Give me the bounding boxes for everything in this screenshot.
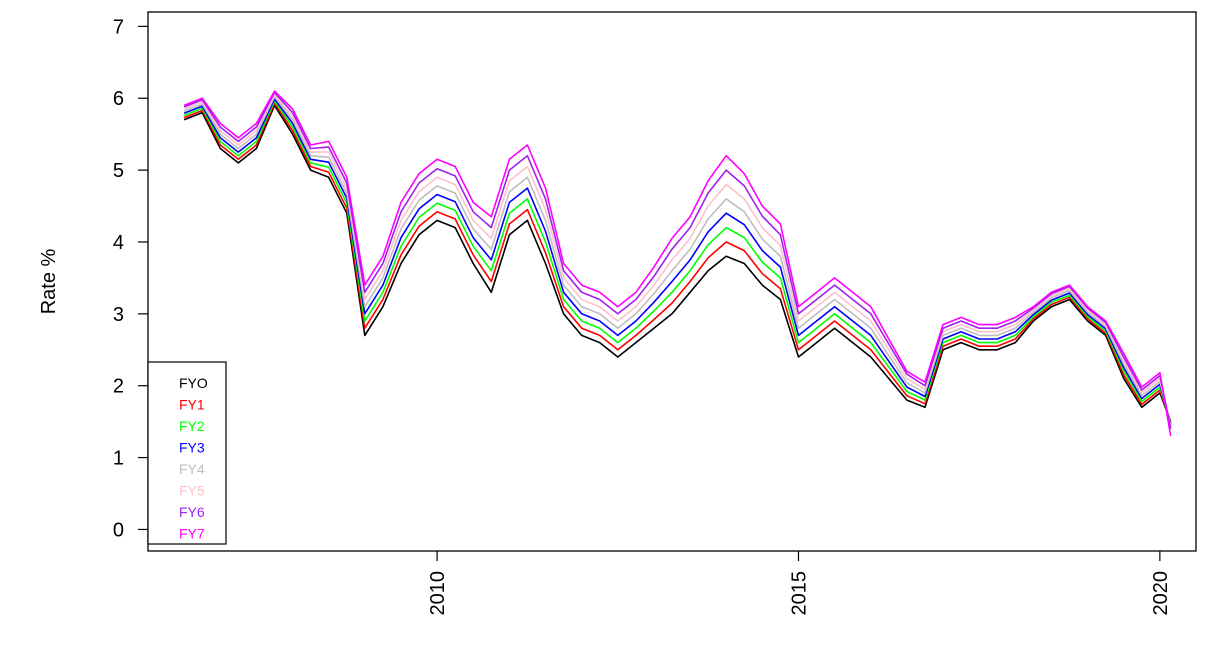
legend-item-fy7: FY7 (179, 526, 205, 542)
y-tick-label: 6 (113, 88, 124, 110)
y-tick-label: 2 (113, 376, 124, 398)
series-line-fy6 (183, 91, 1172, 429)
x-tick-label: 2010 (427, 571, 449, 616)
y-tick-label: 4 (113, 232, 124, 254)
legend-item-fy6: FY6 (179, 504, 205, 520)
y-tick-label: 1 (113, 448, 124, 470)
y-tick-label: 0 (113, 519, 124, 541)
legend-item-fy5: FY5 (179, 483, 205, 499)
y-tick-label: 5 (113, 160, 124, 182)
legend-item-fy2: FY2 (179, 418, 205, 434)
y-axis-label: Rate % (38, 248, 60, 314)
legend-item-fy3: FY3 (179, 440, 205, 456)
y-tick-label: 7 (113, 16, 124, 38)
series-line-fy5 (183, 93, 1172, 428)
x-tick-label: 2020 (1150, 571, 1172, 616)
legend-item-fyo: FYO (179, 375, 208, 391)
series-line-fy1 (183, 102, 1172, 422)
series-line-fy7 (183, 90, 1172, 437)
series-line-fy4 (183, 96, 1172, 427)
series-line-fy3 (183, 98, 1172, 425)
legend-item-fy4: FY4 (179, 461, 205, 477)
y-tick-label: 3 (113, 304, 124, 326)
plot-frame (147, 11, 1197, 552)
series-line-fy2 (183, 100, 1172, 424)
legend-item-fy1: FY1 (179, 397, 205, 413)
x-tick-label: 2015 (788, 571, 810, 616)
legend-box (147, 361, 227, 545)
